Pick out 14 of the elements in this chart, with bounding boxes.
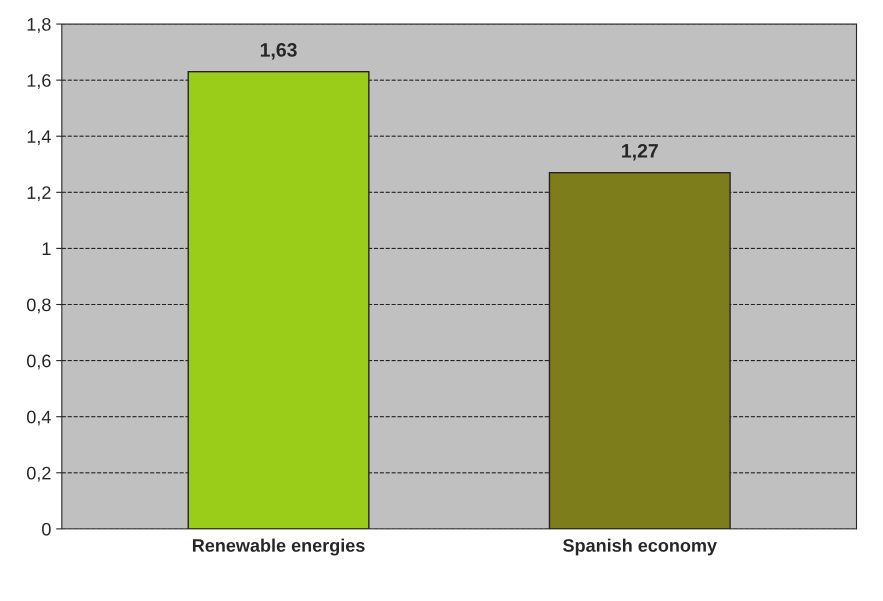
y-tick-label: 0,8 <box>27 298 51 314</box>
y-tick-label: 1,8 <box>28 18 51 33</box>
y-tick-label: 1 <box>42 242 51 255</box>
y-tick-label: 1,4 <box>28 130 51 146</box>
data-label: 1,63 <box>260 42 297 60</box>
data-label: 1,27 <box>622 144 658 161</box>
y-tick-label: 0 <box>42 522 51 536</box>
y-tick-label: 0,6 <box>27 354 51 370</box>
x-tick-label: Renewable energies <box>192 538 365 556</box>
y-tick-label: 1,2 <box>28 186 50 202</box>
y-tick-label: 1,6 <box>28 74 51 89</box>
y-tick-label: 0,4 <box>27 410 51 426</box>
y-tick-label: 0,2 <box>27 466 50 482</box>
x-tick-label: Spanish economy <box>563 538 717 556</box>
